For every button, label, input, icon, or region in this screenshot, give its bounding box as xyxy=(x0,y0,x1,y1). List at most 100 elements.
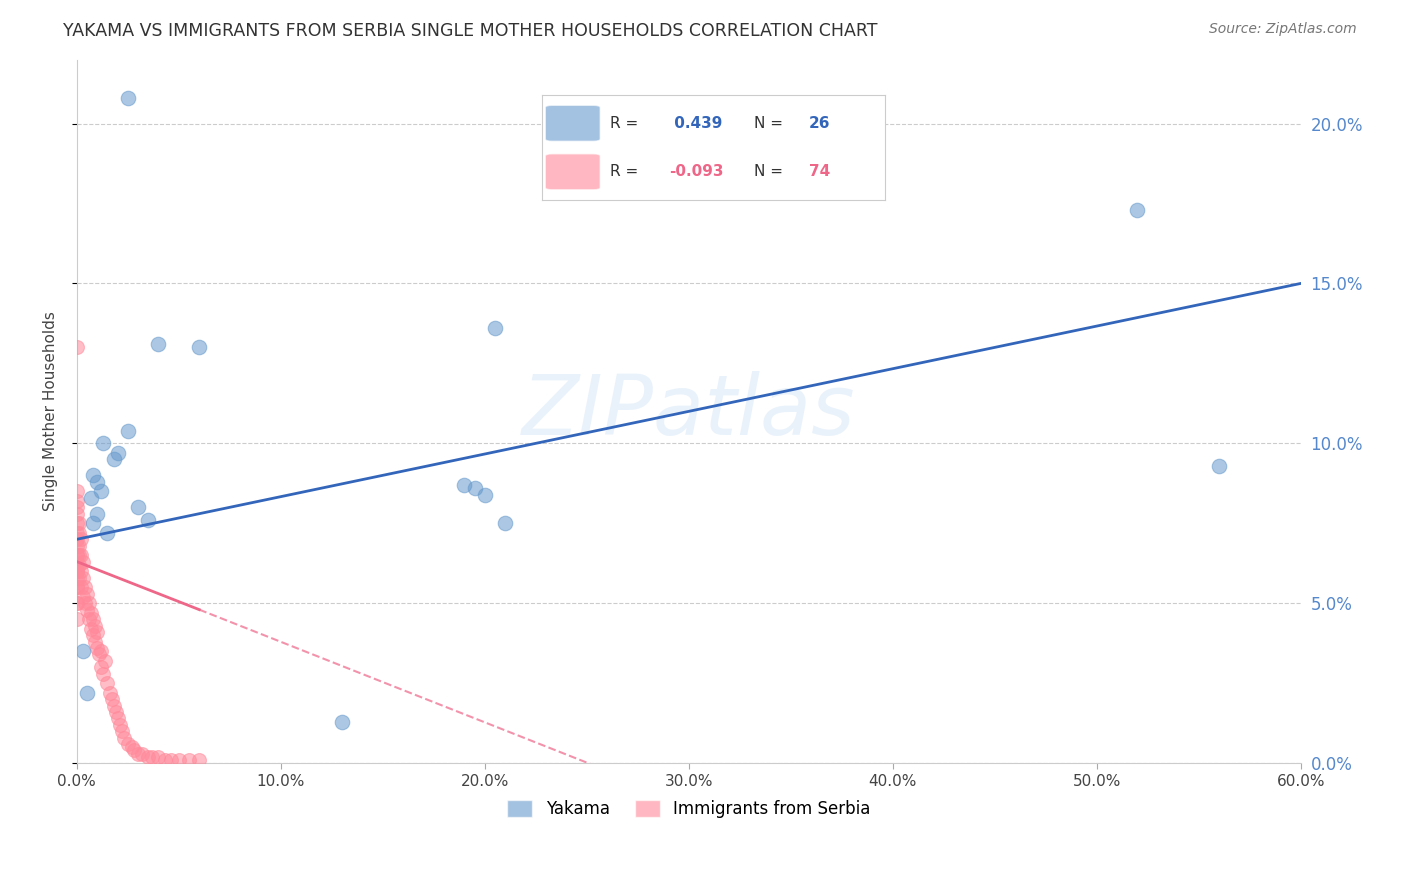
Point xyxy=(1208,458,1230,473)
Point xyxy=(67,525,90,540)
Point xyxy=(494,516,516,531)
Point xyxy=(67,516,90,531)
Text: ZIPatlas: ZIPatlas xyxy=(522,371,856,452)
Point xyxy=(66,340,89,354)
Point xyxy=(70,580,93,594)
Point xyxy=(121,740,143,755)
Point xyxy=(73,596,96,610)
Point xyxy=(77,596,100,610)
Point xyxy=(66,500,89,515)
Point xyxy=(66,525,89,540)
Point xyxy=(66,564,89,578)
Point xyxy=(159,753,181,767)
Y-axis label: Single Mother Households: Single Mother Households xyxy=(44,311,58,511)
Point xyxy=(484,321,506,335)
Point xyxy=(66,507,89,521)
Point xyxy=(72,590,94,604)
Point xyxy=(94,654,117,668)
Point xyxy=(188,753,211,767)
Point xyxy=(464,481,486,495)
Point xyxy=(86,625,108,640)
Point xyxy=(90,484,112,499)
Point xyxy=(330,714,353,729)
Point xyxy=(112,731,135,745)
Point xyxy=(66,612,89,626)
Point xyxy=(66,539,89,553)
Point xyxy=(107,446,129,460)
Point xyxy=(131,747,153,761)
Point xyxy=(76,602,98,616)
Point xyxy=(104,705,127,719)
Point xyxy=(86,640,108,655)
Point xyxy=(72,571,94,585)
Point xyxy=(1126,202,1149,217)
Point xyxy=(90,644,112,658)
Text: Source: ZipAtlas.com: Source: ZipAtlas.com xyxy=(1209,22,1357,37)
Point xyxy=(148,749,170,764)
Point xyxy=(66,548,89,562)
Point xyxy=(188,340,211,354)
Point xyxy=(80,622,103,636)
Point xyxy=(73,580,96,594)
Point xyxy=(84,618,107,632)
Point xyxy=(67,571,90,585)
Point xyxy=(66,580,89,594)
Text: YAKAMA VS IMMIGRANTS FROM SERBIA SINGLE MOTHER HOUSEHOLDS CORRELATION CHART: YAKAMA VS IMMIGRANTS FROM SERBIA SINGLE … xyxy=(63,22,877,40)
Point xyxy=(80,606,103,620)
Point xyxy=(67,548,90,562)
Point xyxy=(103,452,125,467)
Point xyxy=(177,753,200,767)
Point xyxy=(84,634,107,648)
Point xyxy=(148,337,170,351)
Point xyxy=(117,91,139,105)
Point xyxy=(96,525,118,540)
Point xyxy=(89,648,111,662)
Point xyxy=(77,612,100,626)
Point xyxy=(453,478,475,492)
Point xyxy=(136,749,159,764)
Point xyxy=(76,587,98,601)
Point xyxy=(127,500,149,515)
Point xyxy=(82,516,104,531)
Point xyxy=(93,436,115,450)
Point xyxy=(107,711,129,725)
Point xyxy=(98,686,121,700)
Point xyxy=(66,564,89,578)
Point xyxy=(66,580,89,594)
Point xyxy=(66,596,89,610)
Point xyxy=(167,753,190,767)
Point xyxy=(108,718,131,732)
Point xyxy=(66,548,89,562)
Point xyxy=(66,494,89,508)
Point xyxy=(136,513,159,527)
Point xyxy=(127,747,149,761)
Point xyxy=(86,475,108,489)
Point xyxy=(72,644,94,658)
Point xyxy=(153,753,176,767)
Point xyxy=(82,612,104,626)
Point xyxy=(67,539,90,553)
Point xyxy=(111,724,134,739)
Point xyxy=(82,468,104,483)
Point xyxy=(100,692,122,706)
Point xyxy=(93,666,115,681)
Point xyxy=(76,686,98,700)
Point xyxy=(96,676,118,690)
Point xyxy=(474,487,496,501)
Point xyxy=(66,484,89,499)
Point xyxy=(70,564,93,578)
Point xyxy=(117,424,139,438)
Point xyxy=(103,698,125,713)
Point xyxy=(72,555,94,569)
Point xyxy=(86,507,108,521)
Point xyxy=(66,516,89,531)
Point xyxy=(66,571,89,585)
Point xyxy=(66,533,89,547)
Point xyxy=(90,660,112,674)
Point xyxy=(67,558,90,572)
Point xyxy=(80,491,103,505)
Point xyxy=(66,596,89,610)
Point xyxy=(70,548,93,562)
Legend: Yakama, Immigrants from Serbia: Yakama, Immigrants from Serbia xyxy=(501,794,877,825)
Point xyxy=(141,749,163,764)
